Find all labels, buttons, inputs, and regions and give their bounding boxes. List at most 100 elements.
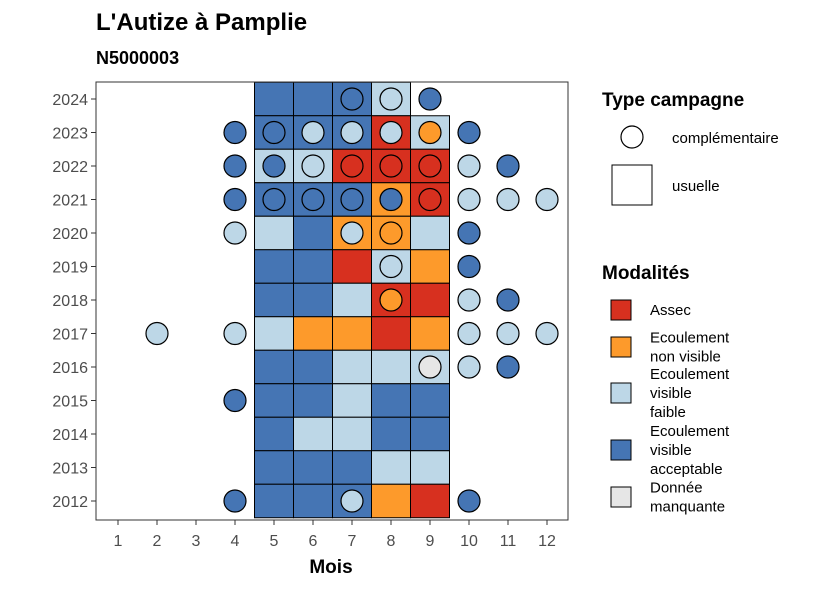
marker-2021-5 bbox=[262, 187, 286, 212]
legend-modality-label-V-0: Ecoulement bbox=[650, 423, 730, 440]
tile-2016-5 bbox=[254, 349, 294, 385]
y-axis: 2012 2013 2014 2015 2016 2017 2018 2019 2020 2021… bbox=[52, 92, 96, 511]
marker-2017-12 bbox=[535, 321, 559, 346]
marker-2015-4 bbox=[223, 388, 247, 413]
legend-modality-label-N-1: non visible bbox=[650, 349, 721, 366]
tile-2013-6 bbox=[293, 450, 333, 485]
marker-2023-5 bbox=[262, 120, 286, 145]
legend-modality-label-M-1: manquante bbox=[650, 499, 725, 516]
tile-2014-5 bbox=[254, 416, 294, 452]
marker-2022-9 bbox=[418, 154, 442, 178]
marker-2023-9 bbox=[418, 120, 442, 145]
tile-2016-7 bbox=[332, 349, 372, 385]
marker-2019-10 bbox=[457, 254, 481, 279]
marker-2021-8 bbox=[379, 187, 403, 212]
marker-2021-9 bbox=[418, 187, 442, 212]
y-tick-label-2021: 2021 bbox=[52, 193, 88, 210]
legend-modality-key-A bbox=[610, 299, 632, 321]
legend-campaign-title: Type campagne bbox=[602, 90, 744, 111]
marker-2023-8 bbox=[379, 120, 403, 145]
marker-2016-9 bbox=[418, 355, 442, 379]
tile-2018-9 bbox=[410, 282, 450, 318]
marker-2017-10 bbox=[457, 321, 481, 346]
tile-2015-6 bbox=[293, 383, 333, 418]
tile-2020-5 bbox=[254, 215, 294, 251]
marker-2023-10 bbox=[457, 120, 481, 145]
tile-2013-7 bbox=[332, 450, 372, 485]
marker-2016-11 bbox=[496, 355, 520, 379]
tile-2013-5 bbox=[254, 450, 294, 485]
marker-2017-4 bbox=[223, 321, 247, 346]
marker-2024-9 bbox=[418, 87, 442, 111]
tile-2018-6 bbox=[293, 282, 333, 318]
tile-2016-8 bbox=[371, 349, 411, 385]
x-tick-label-1: 1 bbox=[114, 533, 123, 550]
tile-2012-9 bbox=[410, 483, 450, 519]
marker-2012-4 bbox=[223, 489, 247, 513]
tile-2017-8 bbox=[371, 316, 411, 351]
x-tick-label-4: 4 bbox=[231, 533, 240, 550]
tile-2014-8 bbox=[371, 416, 411, 452]
tile-2015-8 bbox=[371, 383, 411, 418]
tile-2013-9 bbox=[410, 450, 450, 485]
legend-campaign-label-circle: complémentaire bbox=[672, 130, 779, 147]
legend-modality-title: Modalités bbox=[602, 263, 690, 284]
marker-2020-7 bbox=[340, 221, 364, 245]
marker-2018-10 bbox=[457, 288, 481, 312]
marker-2020-4 bbox=[223, 221, 247, 245]
marker-2017-11 bbox=[496, 321, 520, 346]
marker-2023-6 bbox=[301, 120, 325, 145]
x-axis-title: Mois bbox=[309, 557, 352, 578]
y-tick-label-2019: 2019 bbox=[52, 260, 88, 277]
tile-2015-7 bbox=[332, 383, 372, 418]
tile-2017-6 bbox=[293, 316, 333, 351]
marker-2021-7 bbox=[340, 187, 364, 212]
chart-subtitle: N5000003 bbox=[96, 48, 179, 68]
tile-2015-9 bbox=[410, 383, 450, 418]
marker-2021-4 bbox=[223, 187, 247, 212]
tile-2024-5 bbox=[254, 81, 294, 117]
legend-modality-label-F-0: Ecoulement bbox=[650, 366, 730, 383]
y-tick-label-2012: 2012 bbox=[52, 494, 88, 511]
tile-2024-6 bbox=[293, 81, 333, 117]
x-tick-label-3: 3 bbox=[192, 533, 201, 550]
tile-2014-7 bbox=[332, 416, 372, 452]
legend-modality-key-M bbox=[610, 486, 632, 508]
marker-2023-7 bbox=[340, 120, 364, 145]
marker-2020-10 bbox=[457, 221, 481, 245]
plot-panel bbox=[95, 81, 569, 521]
panel-border bbox=[95, 81, 569, 521]
marker-2017-2 bbox=[145, 321, 169, 346]
marker-2022-11 bbox=[496, 154, 520, 178]
legend-modality-label-V-2: acceptable bbox=[650, 461, 723, 478]
legend-modality-key-V bbox=[610, 439, 632, 461]
tile-2015-5 bbox=[254, 383, 294, 418]
y-tick-label-2018: 2018 bbox=[52, 293, 88, 310]
marker-2018-11 bbox=[496, 288, 520, 312]
marker-2022-6 bbox=[301, 154, 325, 178]
y-tick-label-2022: 2022 bbox=[52, 159, 88, 176]
marker-2019-8 bbox=[379, 254, 403, 279]
chart-title: L'Autize à Pamplie bbox=[96, 9, 307, 36]
legend-modality-key-N bbox=[610, 336, 632, 358]
marker-2021-10 bbox=[457, 187, 481, 212]
tile-2017-9 bbox=[410, 316, 450, 351]
tile-2013-8 bbox=[371, 450, 411, 485]
legend-campaign-label-square: usuelle bbox=[672, 178, 720, 195]
legend-modality-key-F bbox=[610, 382, 632, 404]
legend-campaign-key-square bbox=[611, 164, 653, 206]
legend-modality-label-V-1: visible bbox=[650, 442, 692, 459]
marker-2022-7 bbox=[340, 154, 364, 178]
legend-modality-label-M-0: Donnée bbox=[650, 480, 703, 497]
y-tick-label-2023: 2023 bbox=[52, 126, 88, 143]
tile-2019-7 bbox=[332, 249, 372, 284]
tile-2020-9 bbox=[410, 215, 450, 251]
tile-2019-6 bbox=[293, 249, 333, 284]
tile-2016-6 bbox=[293, 349, 333, 385]
legend-modality-label-N-0: Ecoulement bbox=[650, 330, 730, 347]
tile-2012-5 bbox=[254, 483, 294, 519]
marker-2024-7 bbox=[340, 87, 364, 111]
tile-2012-8 bbox=[371, 483, 411, 519]
tile-2020-6 bbox=[293, 215, 333, 251]
